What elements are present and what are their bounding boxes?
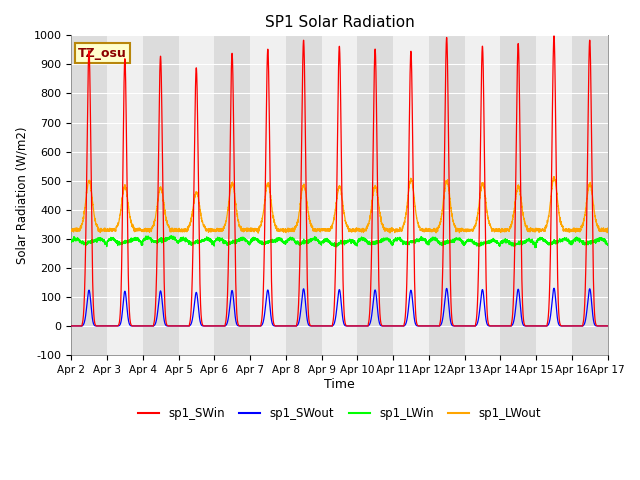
sp1_SWin xyxy=(490,323,498,329)
sp1_SWout xyxy=(67,323,75,329)
Line: sp1_SWin: sp1_SWin xyxy=(71,36,608,326)
sp1_LWout xyxy=(254,230,262,236)
sp1_SWout xyxy=(604,323,612,329)
Y-axis label: Solar Radiation (W/m2): Solar Radiation (W/m2) xyxy=(15,126,28,264)
Bar xyxy=(429,36,465,355)
sp1_LWin xyxy=(164,237,172,242)
Bar xyxy=(393,36,429,355)
Bar xyxy=(536,36,572,355)
Bar xyxy=(465,36,500,355)
sp1_LWin xyxy=(168,233,175,239)
sp1_SWin xyxy=(319,323,327,329)
sp1_SWin xyxy=(604,323,611,329)
sp1_LWout xyxy=(430,227,438,232)
sp1_LWout xyxy=(319,227,327,232)
X-axis label: Time: Time xyxy=(324,377,355,391)
sp1_LWin xyxy=(67,239,75,245)
sp1_LWin xyxy=(319,240,327,246)
sp1_LWin xyxy=(531,245,539,251)
sp1_SWout xyxy=(490,323,498,329)
Bar xyxy=(179,36,214,355)
Legend: sp1_SWin, sp1_SWout, sp1_LWin, sp1_LWout: sp1_SWin, sp1_SWout, sp1_LWin, sp1_LWout xyxy=(133,402,546,425)
Bar xyxy=(286,36,322,355)
Line: sp1_LWin: sp1_LWin xyxy=(71,236,608,248)
Line: sp1_LWout: sp1_LWout xyxy=(71,177,608,233)
Bar xyxy=(357,36,393,355)
sp1_SWout xyxy=(460,323,467,329)
Bar xyxy=(107,36,143,355)
sp1_SWout xyxy=(430,323,438,329)
sp1_LWin xyxy=(460,241,467,247)
sp1_LWout xyxy=(460,227,467,233)
Title: SP1 Solar Radiation: SP1 Solar Radiation xyxy=(264,15,414,30)
sp1_LWout xyxy=(604,230,611,236)
sp1_LWout xyxy=(550,174,558,180)
sp1_SWout xyxy=(604,323,611,329)
sp1_LWout xyxy=(604,225,612,231)
sp1_LWin xyxy=(430,235,438,240)
Bar xyxy=(250,36,286,355)
Bar xyxy=(71,36,107,355)
sp1_SWout xyxy=(319,323,327,329)
sp1_LWin xyxy=(490,237,498,242)
Bar xyxy=(143,36,179,355)
sp1_LWout xyxy=(67,228,75,234)
sp1_SWout xyxy=(164,323,172,329)
sp1_SWin xyxy=(604,323,612,329)
sp1_SWin xyxy=(164,323,172,329)
sp1_LWin xyxy=(604,241,611,247)
Bar xyxy=(572,36,608,355)
sp1_LWout xyxy=(490,226,498,232)
Text: TZ_osu: TZ_osu xyxy=(78,47,127,60)
Line: sp1_SWout: sp1_SWout xyxy=(71,288,608,326)
sp1_SWout xyxy=(550,285,558,291)
sp1_LWin xyxy=(604,242,612,248)
sp1_SWin xyxy=(430,323,438,329)
Bar xyxy=(500,36,536,355)
sp1_LWout xyxy=(164,222,172,228)
sp1_SWin xyxy=(460,323,467,329)
Bar xyxy=(322,36,357,355)
sp1_SWin xyxy=(67,323,75,329)
Bar xyxy=(214,36,250,355)
sp1_SWin xyxy=(550,33,558,39)
